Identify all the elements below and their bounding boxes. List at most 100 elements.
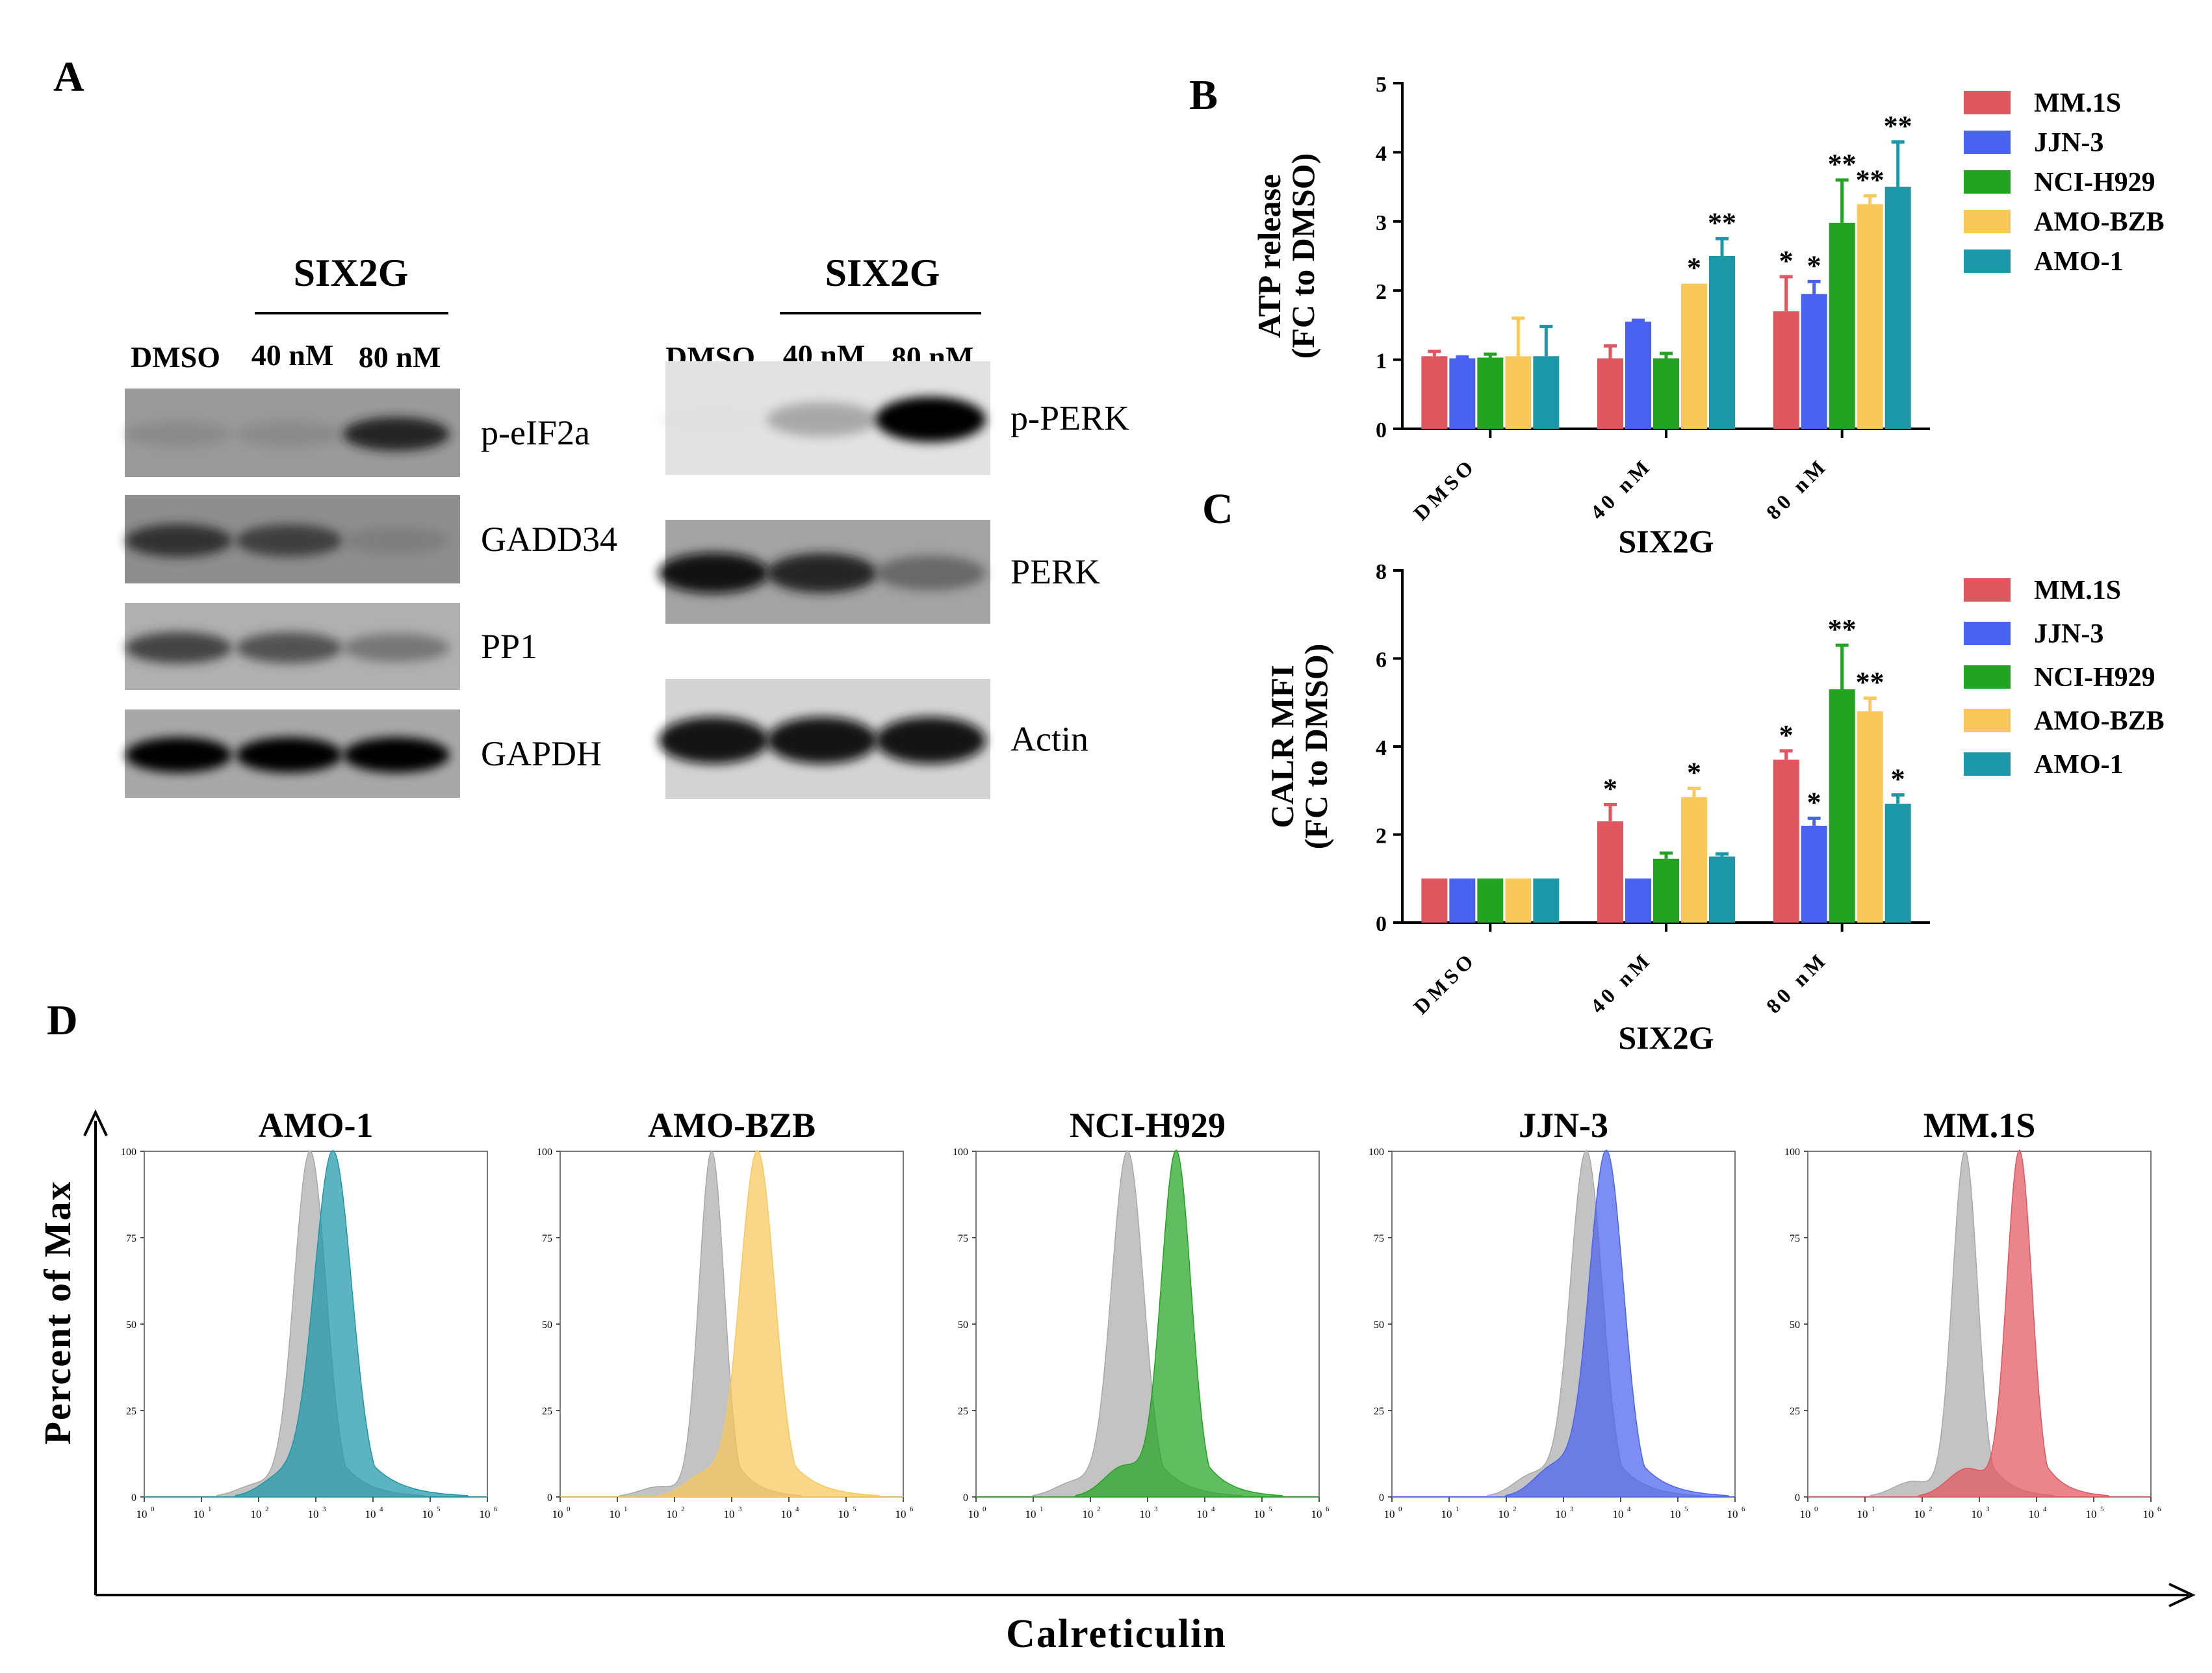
- histogram-title: AMO-BZB: [648, 1106, 816, 1145]
- western-right-blot-p-perk: p-PERK: [658, 361, 1129, 475]
- chart-c-legend-label: JJN-3: [2034, 619, 2103, 649]
- western-left-blot-gadd34: GADD34: [125, 495, 617, 583]
- histogram-ytick-label: 100: [1369, 1147, 1384, 1158]
- chart-c-ytick-label: 6: [1376, 648, 1387, 672]
- chart-c-legend-swatch: [1964, 752, 2011, 776]
- chart-c-bar: [1829, 689, 1855, 923]
- chart-b-ylabel: ATP release: [1251, 174, 1287, 338]
- histogram-xtick-exponent: 6: [2157, 1505, 2161, 1513]
- western-left-band: [343, 633, 450, 662]
- histogram-xtick-exponent: 2: [265, 1505, 269, 1513]
- chart-c-bar: [1681, 797, 1707, 923]
- histogram-xtick-label: 10: [838, 1508, 849, 1520]
- chart-b-bar: [1449, 358, 1476, 429]
- histogram-xtick-label: 10: [251, 1508, 262, 1520]
- histogram-ytick-label: 75: [1790, 1233, 1800, 1244]
- histogram-xtick-label: 10: [1972, 1508, 1983, 1520]
- histogram-xtick-exponent: 0: [151, 1505, 155, 1513]
- western-left-blot-p-eif2a: p-eIF2a: [125, 389, 590, 477]
- histogram-title: MM.1S: [1923, 1106, 2035, 1145]
- histogram-xtick-label: 10: [1025, 1508, 1036, 1520]
- western-left-band: [125, 524, 232, 557]
- histogram-xtick-exponent: 6: [1742, 1505, 1745, 1513]
- western-left-blot-label: p-eIF2a: [481, 413, 590, 452]
- histogram-title: NCI-H929: [1070, 1106, 1226, 1145]
- chart-c-bar: [1709, 856, 1735, 923]
- western-left-band: [236, 420, 342, 448]
- chart-c-legend-label: AMO-1: [2034, 750, 2124, 780]
- histogram-xtick-exponent: 4: [1627, 1505, 1631, 1513]
- histogram-ytick-label: 100: [121, 1147, 136, 1158]
- histogram-ytick-label: 50: [542, 1320, 552, 1331]
- chart-b-legend-swatch: [1964, 210, 2011, 233]
- histogram-ytick-label: 25: [1374, 1406, 1384, 1417]
- histogram-xtick-label: 10: [1556, 1508, 1567, 1520]
- chart-b-bar: [1801, 294, 1827, 429]
- western-left-blot-gapdh: GAPDH: [125, 709, 602, 798]
- histogram-xtick-exponent: 1: [208, 1505, 212, 1513]
- histogram-xtick-label: 10: [610, 1508, 621, 1520]
- histogram-xtick-exponent: 6: [910, 1505, 914, 1513]
- western-left-blot-label: GAPDH: [481, 734, 602, 773]
- histogram-xtick-label: 10: [2029, 1508, 2040, 1520]
- western-right-band: [767, 717, 877, 764]
- histogram-xtick-label: 10: [1670, 1508, 1681, 1520]
- chart-b-significance: **: [1856, 164, 1884, 196]
- histogram-xtick-label: 10: [1857, 1508, 1868, 1520]
- chart-b-ytick-label: 3: [1376, 211, 1387, 235]
- chart-c-significance: *: [1807, 786, 1821, 818]
- chart-b-bar: [1533, 356, 1560, 429]
- chart-c-ytick-label: 4: [1376, 736, 1387, 760]
- histogram-xtick-exponent: 0: [983, 1505, 986, 1513]
- western-left-blot-label: GADD34: [481, 520, 617, 559]
- histogram-ytick-label: 25: [542, 1406, 552, 1417]
- histogram-xtick-exponent: 2: [681, 1505, 685, 1513]
- chart-b-legend-label: AMO-BZB: [2034, 207, 2165, 237]
- chart-c-bar: [1449, 878, 1476, 923]
- western-left-band: [343, 526, 450, 555]
- chart-b-legend-label: AMO-1: [2034, 247, 2124, 277]
- histogram-xtick-exponent: 5: [437, 1505, 441, 1513]
- chart-c-bar: [1533, 878, 1560, 923]
- histogram-xtick-exponent: 2: [1097, 1505, 1101, 1513]
- histogram-title: JJN-3: [1519, 1106, 1608, 1145]
- histogram-ytick-label: 0: [1795, 1492, 1800, 1503]
- histogram-ytick-label: 25: [1790, 1406, 1800, 1417]
- chart-c-bar: [1421, 878, 1448, 923]
- western-left-band: [343, 737, 450, 773]
- d-x-axis-arrow: [2168, 1583, 2196, 1607]
- chart-c-legend-swatch: [1964, 578, 2011, 602]
- chart-c-bar: [1477, 878, 1504, 923]
- western-left-band: [236, 632, 342, 663]
- western-right-band: [767, 402, 877, 437]
- histogram-xtick-exponent: 4: [1211, 1505, 1215, 1513]
- chart-c-bar: [1597, 821, 1623, 923]
- chart-c-bar: [1505, 878, 1532, 923]
- chart-b-significance: **: [1708, 207, 1736, 238]
- histogram-xtick-exponent: 6: [1326, 1505, 1330, 1513]
- chart-b-legend-label: MM.1S: [2034, 88, 2121, 118]
- histogram-xtick-exponent: 3: [322, 1505, 326, 1513]
- chart-c-bar: [1857, 711, 1883, 923]
- histogram-xtick-label: 10: [667, 1508, 678, 1520]
- chart-b-bar: [1884, 186, 1911, 429]
- chart-b-significance: *: [1807, 249, 1821, 281]
- histogram-xtick-label: 10: [1498, 1508, 1510, 1520]
- histogram-ytick-label: 0: [131, 1492, 136, 1503]
- chart-b-bar: [1773, 311, 1799, 429]
- chart-b-bar: [1829, 222, 1855, 429]
- western-left-lane-dmso: DMSO: [131, 340, 220, 374]
- histogram-xtick-exponent: 1: [1871, 1505, 1875, 1513]
- western-right-blot-label: PERK: [1010, 552, 1100, 591]
- chart-b-legend-label: JJN-3: [2034, 128, 2103, 158]
- histogram-xtick-exponent: 6: [494, 1505, 498, 1513]
- histogram-xtick-exponent: 3: [1986, 1505, 1990, 1513]
- chart-b-legend-swatch: [1964, 91, 2011, 114]
- western-right-band: [875, 556, 986, 591]
- chart-b-bar: [1709, 256, 1735, 429]
